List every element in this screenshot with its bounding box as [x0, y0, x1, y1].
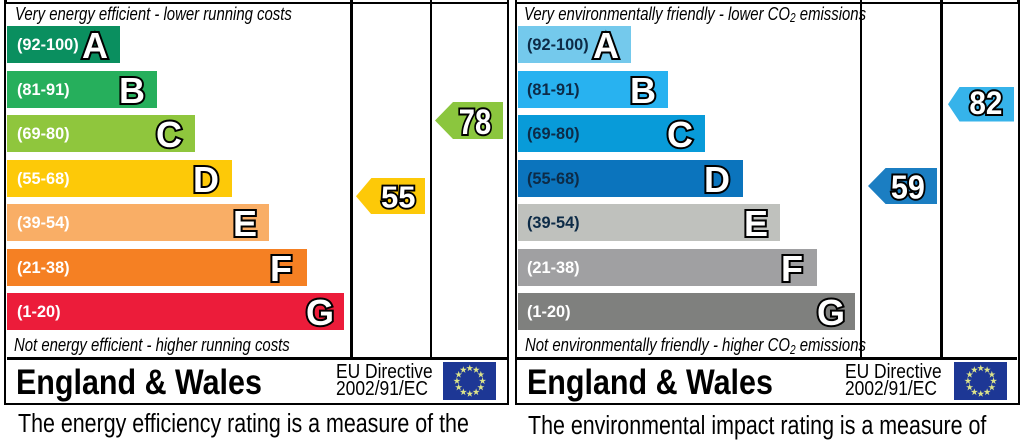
- svg-text:D: D: [704, 159, 730, 200]
- svg-text:B: B: [119, 70, 145, 111]
- svg-text:F: F: [781, 248, 803, 289]
- svg-text:G: G: [817, 292, 845, 333]
- svg-text:A: A: [593, 25, 619, 66]
- svg-text:55: 55: [381, 179, 415, 214]
- svg-text:C: C: [156, 114, 182, 155]
- svg-text:C: C: [667, 114, 693, 155]
- svg-text:E: E: [233, 203, 257, 244]
- svg-text:E: E: [744, 203, 768, 244]
- svg-text:A: A: [82, 25, 108, 66]
- svg-text:F: F: [270, 248, 292, 289]
- svg-text:G: G: [306, 292, 334, 333]
- svg-text:D: D: [193, 159, 219, 200]
- svg-text:78: 78: [459, 103, 491, 139]
- svg-text:82: 82: [969, 87, 1002, 121]
- svg-text:59: 59: [891, 169, 925, 204]
- svg-text:B: B: [630, 70, 656, 111]
